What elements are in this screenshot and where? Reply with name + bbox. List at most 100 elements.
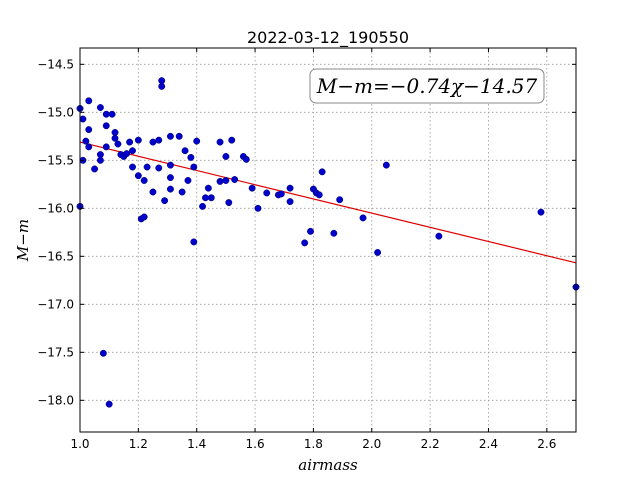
data-point [158, 82, 166, 90]
data-point [207, 194, 215, 202]
data-point [216, 138, 224, 146]
grid-lines [79, 48, 576, 432]
data-point [85, 126, 93, 134]
data-point [248, 184, 256, 192]
y-tick-label: −16.5 [37, 249, 74, 263]
y-tick-label: −16.0 [37, 201, 74, 215]
data-point [79, 115, 87, 123]
data-point [166, 185, 174, 193]
x-tick-label: 1.2 [129, 437, 148, 451]
data-point [222, 153, 230, 160]
x-tick-label: 2.6 [537, 437, 556, 451]
axis-ticks [79, 48, 576, 432]
data-point [359, 214, 367, 222]
fit-equation: M−m=−0.74χ−14.57 [316, 74, 538, 98]
data-point [96, 104, 104, 111]
plot-frame [79, 47, 577, 433]
data-point [204, 184, 212, 192]
data-points [76, 77, 580, 408]
data-point [178, 188, 186, 196]
x-tick-label: 2.4 [479, 437, 498, 451]
x-tick-label: 1.6 [246, 437, 265, 451]
data-point [99, 349, 107, 357]
data-point [537, 208, 545, 216]
x-axis-label: airmass [298, 456, 358, 474]
data-point [190, 163, 198, 171]
y-axis-label: M−m [14, 219, 32, 262]
x-tick-label: 1.8 [304, 437, 323, 451]
equation-box [309, 68, 545, 104]
data-point [161, 197, 169, 205]
data-point [158, 77, 166, 85]
data-point [277, 190, 285, 198]
y-tick-label: −18.0 [37, 393, 74, 407]
data-point [85, 97, 93, 105]
data-point [336, 196, 344, 204]
data-point [96, 156, 104, 164]
data-point [140, 213, 148, 221]
data-point [126, 138, 134, 146]
data-point [134, 172, 142, 180]
y-tick-label: −17.0 [37, 297, 74, 311]
data-point [155, 164, 163, 172]
data-point [374, 249, 382, 256]
data-point [435, 232, 443, 240]
data-point [111, 129, 119, 136]
fit-line [79, 141, 577, 264]
data-point [129, 163, 136, 171]
y-tick-label: −17.5 [37, 345, 74, 359]
data-point [149, 138, 157, 146]
x-tick-label: 2.2 [421, 437, 440, 451]
data-point [114, 140, 122, 148]
data-point [184, 177, 192, 184]
data-point [102, 143, 110, 151]
data-point [286, 198, 294, 206]
data-point [149, 188, 157, 196]
data-point [166, 132, 174, 140]
data-point [85, 143, 93, 151]
data-point [82, 137, 90, 145]
data-point [330, 229, 338, 237]
data-point [301, 239, 309, 247]
data-point [140, 177, 148, 184]
data-point [96, 151, 104, 159]
data-point [286, 184, 294, 192]
data-point [231, 176, 239, 183]
x-tick-labels: 1.0 1.2 1.4 1.6 1.8 2.0 2.2 2.4 2.6 [70, 437, 556, 451]
data-point [315, 191, 323, 199]
y-tick-label: −14.5 [37, 57, 74, 71]
data-point [166, 174, 174, 182]
data-point [123, 150, 131, 158]
data-point [254, 204, 262, 212]
data-point [143, 163, 151, 171]
chart-title: 2022-03-12_190550 [247, 28, 409, 48]
y-tick-label: −15.0 [37, 105, 74, 119]
data-point [318, 168, 326, 176]
data-point [129, 147, 136, 155]
data-point [307, 227, 314, 235]
data-point [242, 155, 250, 163]
x-tick-label: 1.0 [70, 437, 89, 451]
data-point [91, 165, 99, 173]
data-point [105, 400, 113, 408]
data-point [175, 132, 183, 140]
data-point [228, 136, 236, 144]
data-point [382, 161, 390, 169]
data-point [155, 136, 163, 144]
data-point [102, 122, 110, 130]
data-point [108, 110, 116, 118]
data-point [225, 199, 233, 207]
data-point [181, 147, 189, 155]
data-point [111, 134, 119, 142]
data-point [134, 136, 142, 144]
y-tick-labels: −14.5 −15.0 −15.5 −16.0 −16.5 −17.0 −17.5 −18.0 [37, 57, 74, 407]
data-point [193, 137, 201, 145]
data-point [102, 110, 110, 118]
data-point [222, 177, 230, 184]
data-point [199, 202, 206, 210]
data-point [166, 161, 174, 169]
data-point [190, 238, 198, 246]
data-point [263, 189, 271, 197]
data-point [202, 194, 209, 202]
